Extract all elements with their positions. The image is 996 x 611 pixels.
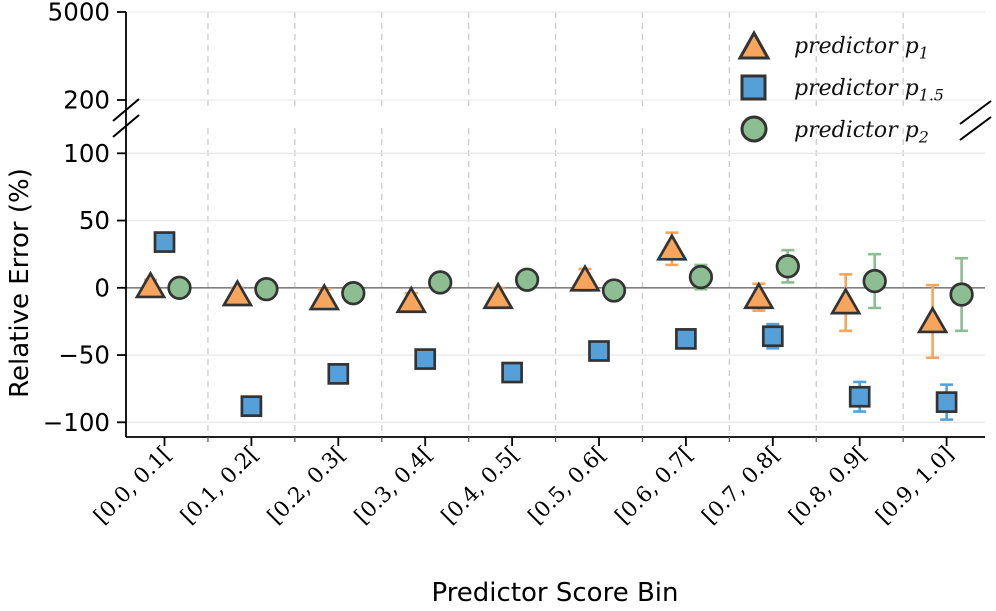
- x-axis-label: Predictor Score Bin: [431, 578, 679, 608]
- data-point-triangle: [916, 305, 949, 334]
- legend-marker-square-icon: [740, 74, 767, 101]
- legend-item-p1: predictor p1: [736, 25, 944, 67]
- horizontal-gridlines: [126, 11, 985, 423]
- legend-label-p1: predictor p1: [794, 33, 929, 62]
- vertical-gridlines: [207, 12, 904, 437]
- data-point-circle: [601, 278, 627, 303]
- legend-label-p1_5: predictor p1.5: [794, 75, 944, 104]
- data-point-triangle: [656, 233, 688, 261]
- x-tick-label: [0.2, 0.3[: [263, 442, 351, 530]
- data-point-circle: [862, 268, 887, 294]
- x-tick-label: [0.6, 0.7[: [611, 442, 699, 530]
- legend-marker-circle-icon: [740, 115, 768, 143]
- legend-label-p2: predictor p2: [794, 117, 929, 146]
- y-tick-label: 0: [94, 273, 110, 302]
- data-point-triangle: [482, 281, 514, 310]
- x-ticks: [163, 437, 948, 446]
- data-point-circle: [167, 275, 192, 300]
- axis-break-marks: [112, 98, 992, 141]
- data-point-circle: [688, 264, 714, 290]
- data-point-triangle: [395, 285, 428, 314]
- data-point-triangle: [829, 286, 862, 315]
- data-point-triangle: [308, 282, 341, 311]
- series-1: [134, 231, 949, 360]
- x-tick-label: [0.7, 0.8[: [697, 442, 785, 530]
- data-point-circle: [949, 282, 974, 307]
- data-point-square: [153, 231, 176, 253]
- y-tick-label: 50: [79, 206, 110, 235]
- data-point-square: [761, 325, 784, 348]
- legend: predictor p1 predictor p1.5 predictor p2: [736, 25, 944, 151]
- y-ticks: [117, 11, 126, 424]
- data-point-square: [848, 385, 871, 408]
- data-point-circle: [254, 276, 279, 302]
- data-point-square: [675, 328, 697, 350]
- series-2: [167, 248, 974, 333]
- x-tick-label: [0.3, 0.4[: [350, 442, 438, 530]
- y-tick-label: −100: [43, 408, 110, 437]
- y-tick-label: 200: [63, 86, 110, 115]
- data-point-square: [935, 391, 958, 413]
- x-tick-label: [0.0, 0.1[: [89, 442, 177, 530]
- x-tick-label: [0.8, 0.9[: [784, 442, 872, 530]
- data-point-triangle: [742, 281, 775, 310]
- data-point-square: [501, 361, 523, 384]
- legend-marker-triangle-icon: [737, 30, 771, 60]
- data-point-square: [588, 340, 610, 362]
- legend-item-p1_5: predictor p1.5: [736, 67, 944, 109]
- data-point-circle: [775, 254, 800, 279]
- y-tick-label: 100: [63, 139, 110, 168]
- y-tick-label: −50: [58, 341, 110, 370]
- data-point-triangle: [134, 270, 167, 299]
- series-1_5: [153, 231, 958, 421]
- y-tick-label: 5000: [48, 0, 110, 27]
- x-tick-label: [0.1, 0.2[: [176, 442, 264, 530]
- data-point-triangle: [221, 278, 254, 307]
- x-tick-label: [0.9, 1.0]: [871, 442, 959, 530]
- data-point-circle: [428, 270, 453, 295]
- x-tick-label: [0.4, 0.5[: [437, 442, 525, 530]
- x-tick-label: [0.5, 0.6[: [524, 442, 612, 530]
- y-axis-label: Relative Error (%): [5, 168, 35, 398]
- x-tick-labels: [0.0, 0.1[[0.1, 0.2[[0.2, 0.3[[0.3, 0.4[…: [89, 442, 959, 530]
- legend-item-p2: predictor p2: [736, 109, 944, 151]
- data-point-triangle: [569, 264, 601, 292]
- data-point-square: [240, 395, 263, 418]
- data-point-circle: [514, 267, 540, 292]
- data-point-circle: [341, 281, 366, 306]
- data-point-square: [327, 363, 350, 385]
- y-tick-labels: 5000 200 100 50 0 −50 −100: [43, 0, 110, 437]
- data-point-square: [414, 348, 437, 370]
